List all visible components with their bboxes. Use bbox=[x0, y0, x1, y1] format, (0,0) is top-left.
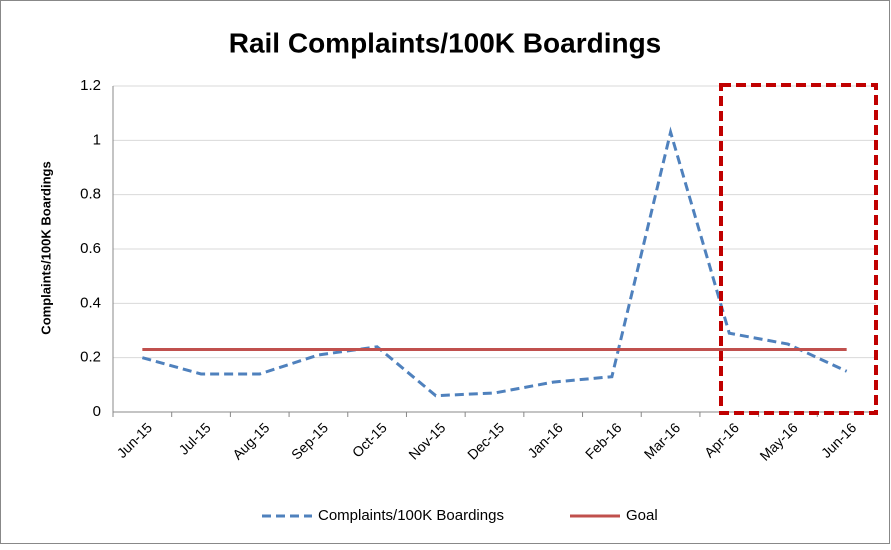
chart-title: Rail Complaints/100K Boardings bbox=[229, 27, 662, 58]
y-tick-label: 0.6 bbox=[80, 240, 101, 257]
y-tick-label: 0.4 bbox=[80, 294, 101, 311]
legend-label: Complaints/100K Boardings bbox=[318, 507, 504, 524]
legend-label: Goal bbox=[626, 507, 658, 524]
y-axis-label: Complaints/100K Boardings bbox=[38, 161, 53, 334]
y-tick-label: 0 bbox=[93, 403, 101, 420]
y-tick-label: 1.2 bbox=[80, 77, 101, 94]
series-line bbox=[141, 126, 848, 398]
highlight-box bbox=[719, 83, 878, 415]
y-tick-label: 0.8 bbox=[80, 186, 101, 203]
y-tick-label: 1 bbox=[93, 131, 101, 148]
y-tick-label: 0.2 bbox=[80, 349, 101, 366]
